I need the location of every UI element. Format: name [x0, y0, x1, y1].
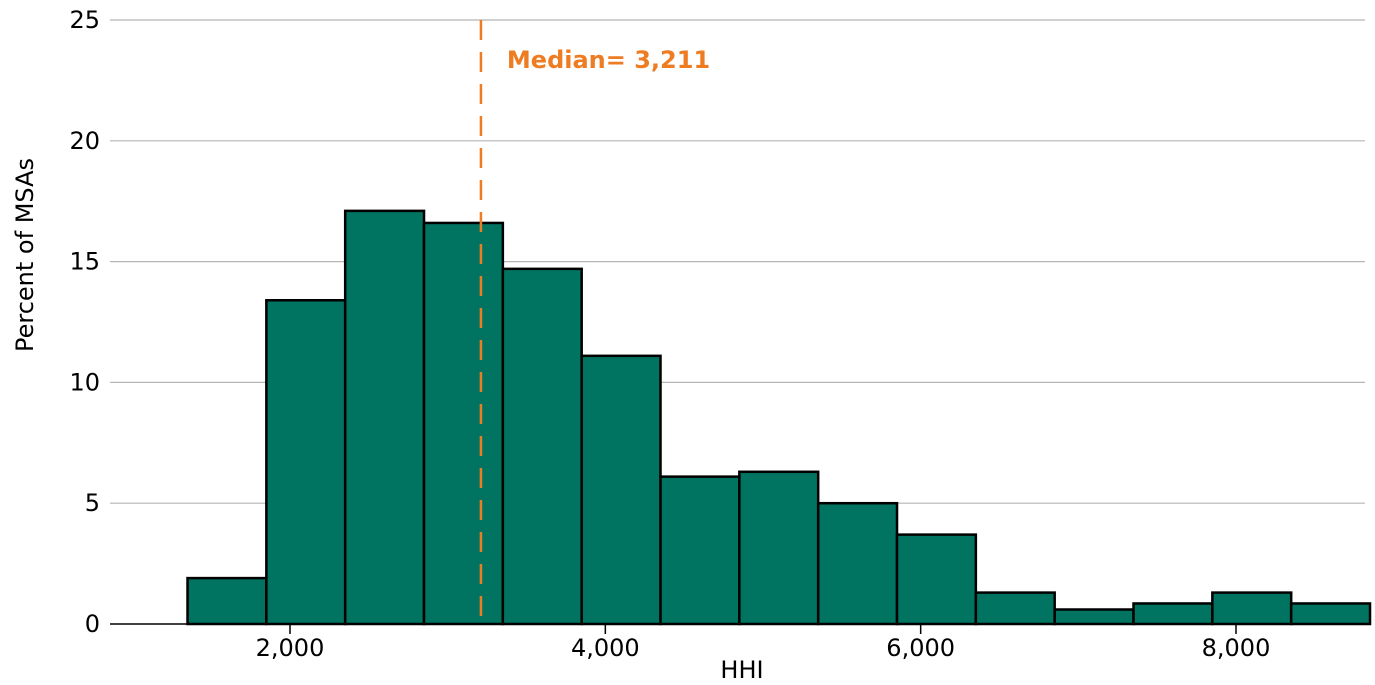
histogram-bar [974, 591, 1056, 626]
histogram-bar [422, 221, 505, 626]
histogram-bar [343, 209, 426, 626]
histogram-bar [1132, 602, 1214, 626]
histogram-bar [1289, 602, 1372, 626]
x-tick-label: 6,000 [886, 634, 955, 662]
histogram-bars [186, 209, 1372, 626]
histogram-bar [659, 475, 741, 626]
median-marker: Median= 3,211 [479, 20, 710, 624]
y-tick-label: 20 [69, 127, 100, 155]
histogram-bar [265, 299, 347, 626]
x-tick-label: 8,000 [1202, 634, 1271, 662]
histogram-bar [580, 354, 662, 626]
histogram-bar [186, 576, 268, 626]
x-axis-title: HHI [720, 656, 763, 684]
histogram-bar [895, 533, 978, 626]
histogram-bar [1211, 591, 1293, 626]
y-axis-title: Percent of MSAs [11, 158, 39, 352]
y-tick-label: 25 [69, 6, 100, 34]
histogram-bar [816, 501, 899, 626]
median-label: Median= 3,211 [507, 46, 710, 74]
y-axis-ticks: 0 5 10 15 20 25 [69, 6, 100, 638]
histogram-bar [1053, 608, 1135, 626]
x-tick-label: 4,000 [571, 634, 640, 662]
x-tick-label: 2,000 [256, 634, 325, 662]
histogram-bar [501, 267, 583, 626]
y-tick-label: 0 [85, 610, 100, 638]
y-tick-label: 10 [69, 368, 100, 396]
y-tick-label: 5 [85, 489, 100, 517]
y-tick-label: 15 [69, 248, 100, 276]
histogram-bar [738, 470, 820, 626]
x-axis-ticks: 2,000 4,000 6,000 8,000 [256, 624, 1271, 662]
